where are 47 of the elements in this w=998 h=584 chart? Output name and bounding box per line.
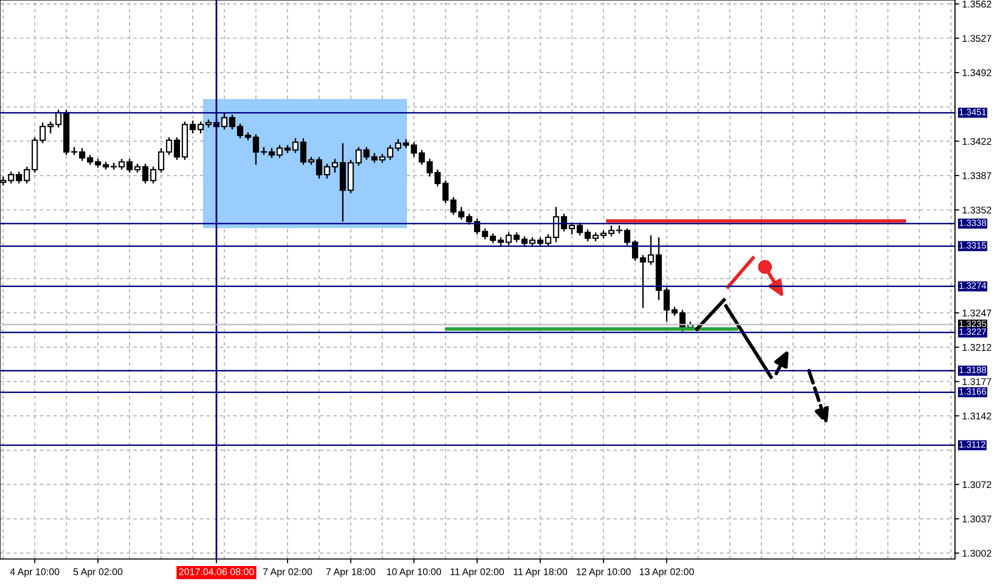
y-tick-label: 1.3142: [962, 412, 992, 420]
ref-line-label: 1.3188: [960, 366, 986, 374]
y-tick-label: 1.3422: [962, 138, 992, 145]
x-tick-label: 5 Apr 02:00: [73, 568, 122, 578]
x-tick-label: 4 Apr 10:00: [10, 568, 60, 578]
candlestick: [166, 136, 172, 156]
ref-line-label: 1.3235: [960, 320, 986, 328]
candlestick: [482, 228, 488, 240]
y-tick-label: 1.3212: [962, 344, 992, 351]
x-tick-label: 7 Apr 18:00: [326, 568, 376, 578]
y-tick-label: 1.3387: [962, 172, 992, 180]
candlestick: [86, 154, 94, 166]
ref-line-label: 1.3112: [960, 441, 986, 448]
y-tick-label: 1.3492: [962, 69, 992, 76]
y-tick-label: 1.3352: [962, 206, 992, 214]
candlestick: [324, 163, 330, 180]
candlestick: [442, 180, 449, 204]
candlestick: [126, 158, 133, 174]
candlestick: [521, 236, 528, 247]
ref-line-label: 1.3166: [960, 388, 986, 395]
candlestick: [16, 170, 22, 184]
x-tick-label: 11 Apr 02:00: [450, 568, 504, 578]
x-tick-label: 13 Apr 02:00: [640, 568, 694, 578]
y-tick-label: 1.3562: [962, 0, 992, 8]
x-tick-label: 10 Apr 10:00: [387, 568, 442, 578]
candlestick: [47, 120, 54, 134]
y-tick-label: 1.3072: [962, 481, 992, 488]
y-tick-label: 1.3037: [962, 516, 992, 522]
candlestick: [640, 254, 646, 309]
y-tick-label: 1.3527: [962, 34, 992, 42]
y-tick-label: 1.3177: [962, 378, 992, 386]
x-tick-label: 12 Apr 10:00: [576, 568, 631, 578]
ref-line-label: 1.3227: [960, 328, 986, 335]
ref-line-label: 1.3315: [960, 242, 986, 249]
candlestick: [8, 170, 14, 184]
y-tick-label: 1.3247: [962, 310, 992, 316]
candlestick: [292, 138, 298, 154]
x-tick-label: 7 Apr 02:00: [263, 568, 312, 578]
ref-line-label: 1.3338: [960, 220, 986, 226]
x-tick-label: 2017.04.06 08:00: [179, 568, 254, 576]
candlestick: [363, 146, 370, 161]
candlestick: [174, 136, 180, 161]
x-tick-label: 11 Apr 18:00: [514, 568, 568, 578]
ref-line-label: 1.3274: [960, 282, 986, 289]
y-tick-label: 1.3002: [962, 550, 992, 557]
ref-line-label: 1.3451: [960, 108, 986, 116]
candlestick: [252, 134, 260, 166]
